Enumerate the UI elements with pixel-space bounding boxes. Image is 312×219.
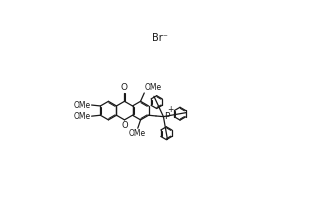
Text: OMe: OMe [74,112,91,121]
Text: O: O [121,121,128,130]
Text: OMe: OMe [144,83,162,92]
Text: OMe: OMe [74,101,91,110]
Text: +: + [167,105,173,115]
Text: OMe: OMe [129,129,146,138]
Text: Br⁻: Br⁻ [152,33,168,43]
Text: P: P [164,112,170,121]
Text: O: O [121,83,128,92]
